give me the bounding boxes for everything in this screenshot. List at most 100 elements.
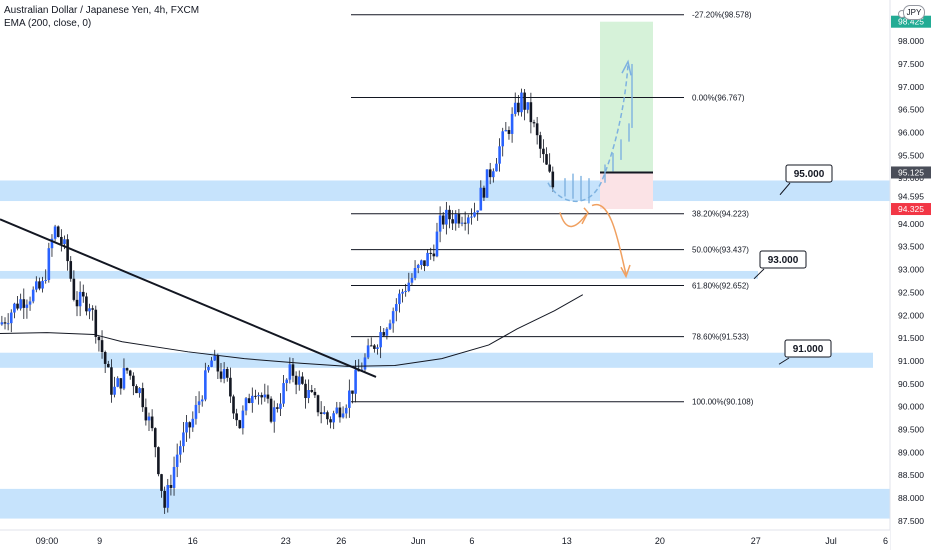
candle-body[interactable] xyxy=(488,169,492,178)
candle-body[interactable] xyxy=(269,398,273,422)
candle-body[interactable] xyxy=(492,171,495,178)
candle-body[interactable] xyxy=(322,412,326,414)
candle-body[interactable] xyxy=(138,388,141,394)
candle-body[interactable] xyxy=(304,383,307,399)
candle-body[interactable] xyxy=(495,163,498,172)
candle-body[interactable] xyxy=(66,239,69,262)
candle-body[interactable] xyxy=(373,345,376,349)
candle-body[interactable] xyxy=(19,299,22,309)
candle-body[interactable] xyxy=(204,370,207,400)
candle-body[interactable] xyxy=(341,413,345,418)
candle-body[interactable] xyxy=(379,332,382,348)
candle-body[interactable] xyxy=(247,398,251,403)
candle-body[interactable] xyxy=(103,352,107,364)
candle-body[interactable] xyxy=(551,171,555,188)
candle-body[interactable] xyxy=(241,410,245,429)
candle-body[interactable] xyxy=(326,412,329,420)
candle-body[interactable] xyxy=(473,212,476,217)
candle-body[interactable] xyxy=(517,102,520,113)
candle-body[interactable] xyxy=(401,291,404,294)
candle-body[interactable] xyxy=(235,413,238,421)
candle-body[interactable] xyxy=(548,164,551,172)
candle-body[interactable] xyxy=(210,360,213,367)
callout-box[interactable] xyxy=(759,250,807,269)
candle-body[interactable] xyxy=(288,364,292,380)
candle-body[interactable] xyxy=(3,322,7,324)
candle-body[interactable] xyxy=(276,407,279,409)
candle-body[interactable] xyxy=(479,187,483,211)
candle-body[interactable] xyxy=(279,403,282,409)
candle-body[interactable] xyxy=(191,418,195,428)
candle-body[interactable] xyxy=(47,248,51,280)
candle-body[interactable] xyxy=(157,447,160,475)
candle-body[interactable] xyxy=(172,466,176,488)
candle-body[interactable] xyxy=(185,422,188,433)
candle-body[interactable] xyxy=(398,293,401,305)
candle-body[interactable] xyxy=(207,366,210,371)
candle-body[interactable] xyxy=(432,253,436,257)
indicator-legend[interactable]: EMA (200, close, 0) xyxy=(4,18,92,29)
candle-body[interactable] xyxy=(423,260,426,267)
candle-body[interactable] xyxy=(135,386,138,394)
candle-body[interactable] xyxy=(319,412,323,414)
bearish-scenario-path[interactable] xyxy=(559,203,627,275)
candle-body[interactable] xyxy=(229,377,232,397)
candle-body[interactable] xyxy=(147,416,151,421)
candle-body[interactable] xyxy=(294,375,298,385)
candle-body[interactable] xyxy=(244,398,248,411)
candle-body[interactable] xyxy=(310,390,314,392)
candle-body[interactable] xyxy=(532,122,536,124)
candle-body[interactable] xyxy=(222,368,226,379)
candle-body[interactable] xyxy=(35,281,38,290)
candle-body[interactable] xyxy=(153,428,157,448)
candle-body[interactable] xyxy=(482,187,486,198)
candle-body[interactable] xyxy=(351,390,354,394)
candle-body[interactable] xyxy=(182,432,185,447)
candle-body[interactable] xyxy=(225,368,229,378)
candle-body[interactable] xyxy=(523,92,526,110)
candle-body[interactable] xyxy=(448,209,451,220)
candle-body[interactable] xyxy=(316,395,320,413)
candle-body[interactable] xyxy=(213,355,217,361)
candle-body[interactable] xyxy=(285,379,289,384)
candle-body[interactable] xyxy=(257,395,260,397)
candle-body[interactable] xyxy=(404,290,407,292)
candle-body[interactable] xyxy=(297,376,301,385)
candle-body[interactable] xyxy=(119,378,123,389)
candle-body[interactable] xyxy=(85,296,88,312)
candle-body[interactable] xyxy=(466,217,470,224)
candle-body[interactable] xyxy=(116,378,119,387)
price-label-entry[interactable] xyxy=(891,166,931,179)
candle-body[interactable] xyxy=(282,383,285,404)
candle-body[interactable] xyxy=(376,347,379,349)
candle-body[interactable] xyxy=(535,123,539,136)
candle-body[interactable] xyxy=(60,236,63,245)
candle-body[interactable] xyxy=(81,291,85,297)
candle-body[interactable] xyxy=(438,215,442,232)
candle-body[interactable] xyxy=(266,394,270,399)
candle-body[interactable] xyxy=(175,454,179,467)
candle-body[interactable] xyxy=(307,390,310,399)
callout-box[interactable] xyxy=(785,164,833,183)
candle-body[interactable] xyxy=(25,304,29,308)
candle-body[interactable] xyxy=(463,222,467,224)
candle-body[interactable] xyxy=(88,308,91,312)
candle-body[interactable] xyxy=(16,303,19,309)
candle-body[interactable] xyxy=(504,130,508,132)
currency-badge[interactable]: JPY xyxy=(903,5,925,20)
candle-body[interactable] xyxy=(94,309,98,337)
candle-body[interactable] xyxy=(22,299,26,308)
candle-body[interactable] xyxy=(413,268,417,278)
candle-body[interactable] xyxy=(44,279,48,281)
candle-body[interactable] xyxy=(91,308,94,310)
candle-body[interactable] xyxy=(53,226,57,239)
candle-body[interactable] xyxy=(388,323,392,329)
candle-body[interactable] xyxy=(457,214,461,224)
candle-body[interactable] xyxy=(144,407,148,421)
candle-body[interactable] xyxy=(63,239,66,245)
candle-body[interactable] xyxy=(332,413,335,423)
candle-body[interactable] xyxy=(9,312,13,324)
candle-body[interactable] xyxy=(28,301,32,305)
support-resistance-zone[interactable] xyxy=(0,352,873,368)
